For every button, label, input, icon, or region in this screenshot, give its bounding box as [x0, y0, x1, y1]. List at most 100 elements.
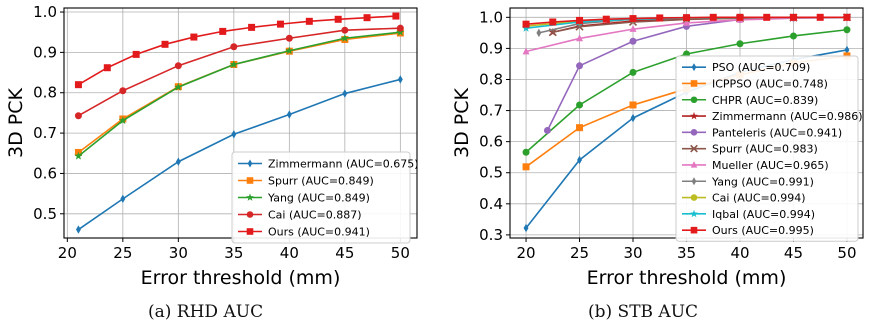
legend-label: Iqbal (AUC=0.994)	[712, 208, 815, 221]
x-tick-label: 35	[677, 244, 696, 262]
data-point	[602, 15, 610, 23]
legend-marker	[246, 228, 254, 235]
data-point	[175, 157, 181, 166]
y-tick-label: 0.5	[33, 205, 57, 223]
series-10	[522, 13, 851, 28]
data-point	[736, 13, 744, 21]
data-point	[816, 13, 824, 21]
data-point	[342, 89, 348, 98]
data-point	[683, 18, 690, 26]
data-point	[75, 225, 81, 234]
data-point	[396, 24, 404, 32]
data-point	[174, 82, 183, 91]
data-point	[285, 34, 293, 42]
legend-label: CHPR (AUC=0.839)	[712, 94, 818, 107]
x-tick-label: 20	[516, 244, 535, 262]
data-point	[248, 23, 256, 31]
data-point	[74, 112, 82, 120]
data-point	[392, 12, 400, 20]
data-point	[683, 14, 690, 22]
data-point	[789, 32, 797, 40]
data-point	[334, 15, 342, 23]
data-point	[229, 60, 238, 69]
series-line	[78, 15, 396, 86]
x-axis-label: Error threshold (mm)	[587, 267, 787, 289]
data-point	[630, 113, 636, 123]
legend-marker	[246, 211, 254, 218]
legend-label: Yang (AUC=0.991)	[711, 175, 814, 188]
series-2	[522, 26, 851, 156]
x-tick-label: 40	[730, 244, 749, 262]
y-axis-label: 3D PCK	[451, 87, 473, 157]
data-point	[522, 20, 530, 28]
data-point	[523, 223, 529, 233]
legend: PSO (AUC=0.709) ICPPSO (AUC=0.748) CHPR (A…	[675, 55, 863, 242]
data-point	[549, 18, 557, 26]
x-axis-label: Error threshold (mm)	[141, 267, 341, 289]
data-point	[736, 40, 744, 48]
chart-stb: 20 25 30 35 40 45 50 0.3 0.4 0.5 0.6 0.7 0.8 0.9 1.0 Er…	[451, 7, 864, 289]
series-line	[78, 27, 401, 117]
data-point	[190, 33, 198, 41]
y-tick-label: 1.0	[33, 3, 57, 21]
data-point	[285, 46, 294, 55]
data-point	[844, 45, 850, 55]
data-point	[161, 40, 169, 48]
legend: Zimmermann (AUC=0.675) Spurr (AUC=0.849) Y…	[231, 151, 419, 244]
y-tick-label: 0.4	[479, 195, 503, 213]
legend-label: Zimmermann (AUC=0.675)	[268, 158, 419, 171]
y-axis-label: 3D PCK	[5, 87, 27, 157]
series-0	[75, 75, 403, 234]
data-point	[286, 110, 292, 119]
x-tick-label: 25	[113, 244, 132, 262]
y-tick-label: 0.5	[479, 164, 503, 182]
legend-label: Yang (AUC=0.849)	[267, 192, 370, 205]
legend-label: ICPPSO (AUC=0.748)	[712, 77, 828, 90]
data-point	[276, 20, 284, 28]
data-point	[340, 33, 350, 42]
legend-marker	[690, 161, 698, 168]
data-point	[543, 126, 551, 134]
data-point	[763, 13, 771, 21]
y-tick-label: 0.7	[479, 102, 503, 120]
data-point	[231, 130, 237, 139]
legend-label: Panteleris (AUC=0.941)	[712, 126, 842, 139]
x-tick-label: 30	[623, 244, 642, 262]
y-tick-label: 0.8	[479, 70, 503, 88]
data-point	[789, 13, 797, 21]
y-tick-label: 0.6	[33, 164, 57, 182]
x-tick-label: 40	[280, 244, 299, 262]
legend-marker	[691, 63, 697, 72]
x-tick-label: 20	[58, 244, 77, 262]
legend-marker	[690, 111, 698, 120]
data-point	[536, 28, 542, 38]
series-line	[77, 31, 401, 157]
legend-label: Zimmermann (AUC=0.986)	[712, 110, 863, 123]
legend-box	[231, 151, 411, 244]
legend-label: PSO (AUC=0.709)	[712, 61, 810, 74]
data-point	[522, 148, 530, 156]
data-point	[576, 16, 584, 24]
legend-marker	[691, 177, 697, 186]
y-tick-label: 0.9	[33, 43, 57, 61]
data-point	[132, 50, 140, 58]
legend-label: Ours (AUC=0.995)	[712, 224, 814, 237]
caption-rhd: (a) RHD AUC	[148, 302, 264, 322]
y-tick-label: 0.3	[479, 226, 503, 244]
data-point	[576, 124, 584, 132]
data-point	[522, 47, 530, 55]
x-tick-label: 45	[335, 244, 354, 262]
series-3	[74, 24, 404, 120]
legend-marker	[690, 144, 698, 153]
data-point	[103, 64, 111, 72]
x-tick-label: 35	[224, 244, 243, 262]
x-tick-label: 50	[391, 244, 410, 262]
data-point	[118, 116, 127, 125]
x-tick-label: 30	[169, 244, 188, 262]
legend-label: Ours (AUC=0.941)	[268, 226, 370, 239]
caption-stb: (b) STB AUC	[588, 302, 699, 322]
legend-marker	[690, 209, 698, 218]
data-point	[230, 43, 238, 51]
data-point	[843, 26, 851, 34]
y-tick-label: 0.9	[479, 39, 503, 57]
